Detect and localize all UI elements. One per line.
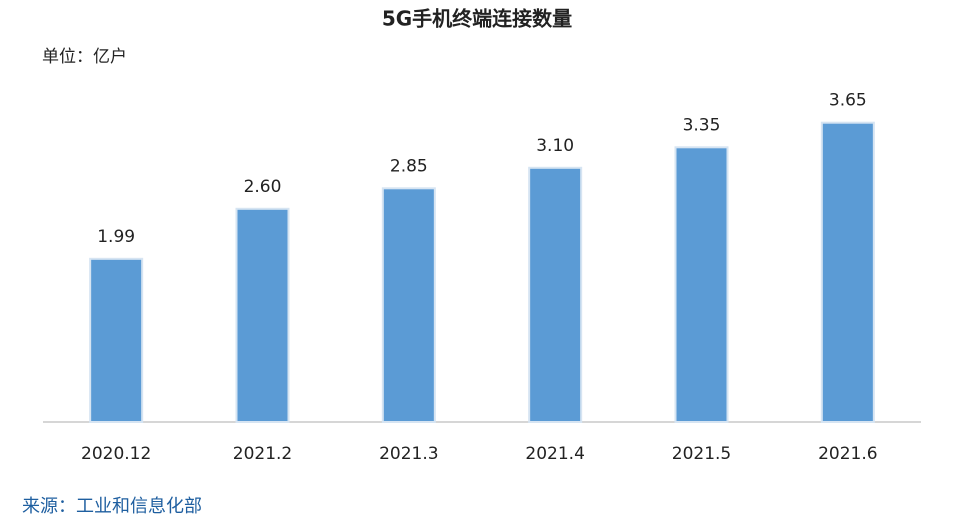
data-label: 2.60 xyxy=(244,177,282,197)
bar xyxy=(674,146,729,424)
x-tick-label: 2021.6 xyxy=(818,444,877,464)
bar xyxy=(820,121,875,423)
data-label: 3.35 xyxy=(683,115,721,135)
bar xyxy=(528,166,583,423)
chart-title: 5G手机终端连接数量 xyxy=(382,7,572,31)
data-label: 2.85 xyxy=(390,156,428,176)
data-label: 3.65 xyxy=(829,91,867,111)
x-tick-label: 2020.12 xyxy=(81,444,151,464)
source-label: 来源：工业和信息化部 xyxy=(22,496,202,517)
bar xyxy=(381,187,436,423)
bar xyxy=(89,257,144,423)
x-tick-label: 2021.4 xyxy=(525,444,584,464)
x-tick-label: 2021.2 xyxy=(233,444,292,464)
x-tick-label: 2021.3 xyxy=(379,444,438,464)
data-label: 3.10 xyxy=(536,136,574,156)
unit-label: 单位：亿户 xyxy=(42,47,127,67)
x-tick-label: 2021.5 xyxy=(672,444,731,464)
data-label: 1.99 xyxy=(97,227,135,247)
bar xyxy=(235,207,290,423)
